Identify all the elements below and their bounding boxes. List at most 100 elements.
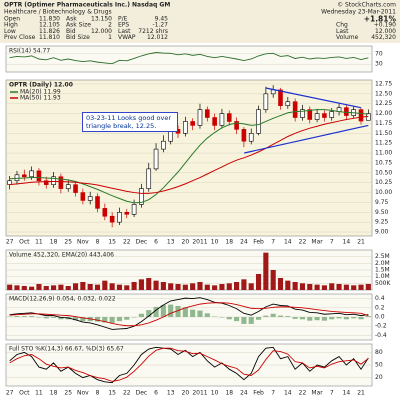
candle-body — [51, 176, 56, 185]
x-tick-label: 8 — [96, 390, 100, 397]
trendline — [265, 87, 362, 109]
y-tick-label: -0.4 — [375, 332, 387, 339]
x-tick-label: 11 — [35, 390, 43, 397]
x-tick-label: Oct — [19, 239, 30, 246]
quote-label: P/E — [118, 16, 128, 23]
candle-body — [139, 188, 144, 205]
candle-body — [65, 184, 71, 189]
candle-body — [117, 212, 122, 223]
candle-body — [153, 148, 159, 170]
bar — [36, 284, 42, 290]
bar — [343, 284, 349, 290]
bar — [336, 317, 342, 319]
x-tick-label: Nov — [77, 390, 89, 397]
bar — [234, 282, 240, 290]
bar — [307, 284, 313, 290]
bar — [29, 316, 35, 317]
bar — [248, 283, 254, 290]
header-background — [0, 0, 400, 43]
bar — [80, 317, 86, 322]
bar — [65, 286, 71, 290]
x-tick-label: 22 — [299, 239, 307, 246]
series-line — [9, 115, 369, 194]
candle-body — [285, 101, 291, 106]
bar — [109, 317, 115, 323]
bar — [153, 306, 159, 317]
y-tick-label: 30 — [375, 61, 383, 68]
x-tick-label: 22 — [299, 390, 307, 397]
x-tick-label: 24 — [240, 390, 248, 397]
y-tick-label: 11.25 — [375, 140, 392, 147]
summary-value: 12.000 — [375, 28, 396, 35]
bar — [263, 252, 269, 290]
bar — [58, 284, 64, 290]
quote-value: 11.810 — [39, 34, 60, 41]
bar — [29, 286, 35, 290]
bar — [116, 317, 123, 322]
x-tick-label: Mar — [311, 390, 323, 397]
series-line — [9, 52, 369, 65]
y-tick-label: 10.00 — [375, 189, 392, 196]
x-tick-label: 7 — [271, 239, 275, 246]
bar — [314, 317, 320, 321]
bar — [72, 283, 79, 290]
legend-entry: MA(20) 11.99 — [20, 89, 61, 96]
y-tick-label: 0.0 — [375, 314, 385, 321]
bar — [285, 280, 291, 290]
x-tick-label: 21 — [357, 390, 365, 397]
y-tick-label: 12.25 — [375, 100, 392, 107]
bar — [131, 282, 137, 290]
x-tick-label: 15 — [108, 239, 116, 246]
x-tick-label: Dec — [136, 390, 148, 397]
bar — [336, 284, 342, 290]
bar — [226, 283, 232, 290]
series-line — [9, 109, 369, 204]
candle-body — [248, 133, 254, 142]
x-tick-label: 8 — [96, 239, 100, 246]
x-tick-label: 27 — [6, 390, 14, 397]
bar — [241, 279, 247, 290]
bar — [116, 284, 123, 290]
candle-body — [124, 212, 130, 215]
bar — [175, 284, 181, 290]
y-tick-label: 11.50 — [375, 130, 392, 137]
candle-body — [256, 109, 261, 134]
x-tick-label: 14 — [343, 239, 351, 246]
x-tick-label: Oct — [19, 390, 30, 397]
candle-body — [95, 196, 100, 209]
legend-entry: MA(50) 11.93 — [20, 95, 61, 102]
panel-title: Volume 452,320, EMA(20) 443,406 — [9, 252, 114, 259]
candle-body — [29, 170, 34, 178]
y-tick-label: 10.75 — [375, 159, 392, 166]
panel-title: RSI(14) 54.77 — [9, 48, 50, 55]
candle-body — [36, 170, 42, 182]
bar — [212, 285, 218, 290]
x-tick-label: 18 — [225, 390, 233, 397]
change-pct: +1.81% — [364, 15, 397, 24]
x-tick-label: 6 — [154, 239, 158, 246]
bar — [43, 317, 49, 319]
bar — [270, 313, 276, 317]
y-tick-label: -0.2 — [375, 323, 387, 330]
annotation: 03-23-11 Looks good over triangle break,… — [82, 112, 178, 132]
bar — [175, 305, 181, 317]
candle-body — [102, 208, 108, 217]
candle-body — [329, 111, 335, 118]
bar — [160, 305, 166, 317]
y-tick-label: 9.00 — [375, 229, 389, 236]
bar — [219, 284, 225, 290]
bar — [51, 317, 57, 318]
x-tick-label: 7 — [330, 390, 334, 397]
summary-value: +0.190 — [374, 22, 396, 29]
bar — [21, 286, 27, 290]
x-tick-label: 10 — [211, 390, 219, 397]
panel-title: Full STO %K(14,3) 66.67, %D(3) 65.67 — [9, 346, 124, 353]
x-tick-label: 6 — [154, 390, 158, 397]
bar — [146, 310, 152, 317]
bar — [146, 278, 152, 290]
candle-body — [131, 204, 137, 215]
bar — [51, 285, 57, 290]
bar — [277, 315, 284, 317]
quote-label: Ask Size — [66, 22, 91, 29]
